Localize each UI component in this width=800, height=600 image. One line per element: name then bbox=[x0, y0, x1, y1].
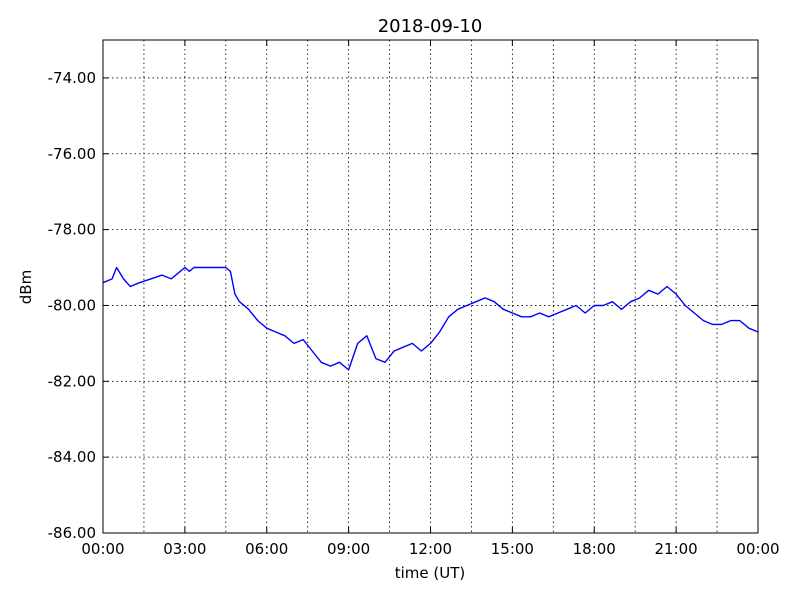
grid bbox=[103, 40, 758, 533]
y-tick-label: -74.00 bbox=[48, 69, 96, 87]
y-tick-label: -82.00 bbox=[48, 372, 96, 390]
series-layer bbox=[102, 266, 759, 371]
ticks: 00:00 03:00 06:00 09:00 12:00 15:00 18:00 21:00… bbox=[48, 40, 780, 558]
y-tick-label: -84.00 bbox=[48, 448, 96, 466]
x-axis-label: time (UT) bbox=[395, 564, 466, 582]
y-tick-label: -86.00 bbox=[48, 524, 96, 542]
y-tick-label: -78.00 bbox=[48, 221, 96, 239]
y-tick-label: -80.00 bbox=[48, 296, 96, 314]
x-tick-label: 00:00 bbox=[736, 540, 779, 558]
y-tick-label: -76.00 bbox=[48, 145, 96, 163]
x-tick-label: 06:00 bbox=[245, 540, 288, 558]
chart-title: 2018-09-10 bbox=[378, 16, 483, 37]
x-tick-label: 18:00 bbox=[573, 540, 616, 558]
x-tick-label: 21:00 bbox=[655, 540, 698, 558]
series-line bbox=[102, 266, 759, 371]
x-tick-label: 00:00 bbox=[81, 540, 124, 558]
y-axis-label: dBm bbox=[17, 270, 35, 304]
x-tick-label: 03:00 bbox=[163, 540, 206, 558]
x-tick-label: 09:00 bbox=[327, 540, 370, 558]
x-tick-label: 12:00 bbox=[409, 540, 452, 558]
x-tick-label: 15:00 bbox=[491, 540, 534, 558]
